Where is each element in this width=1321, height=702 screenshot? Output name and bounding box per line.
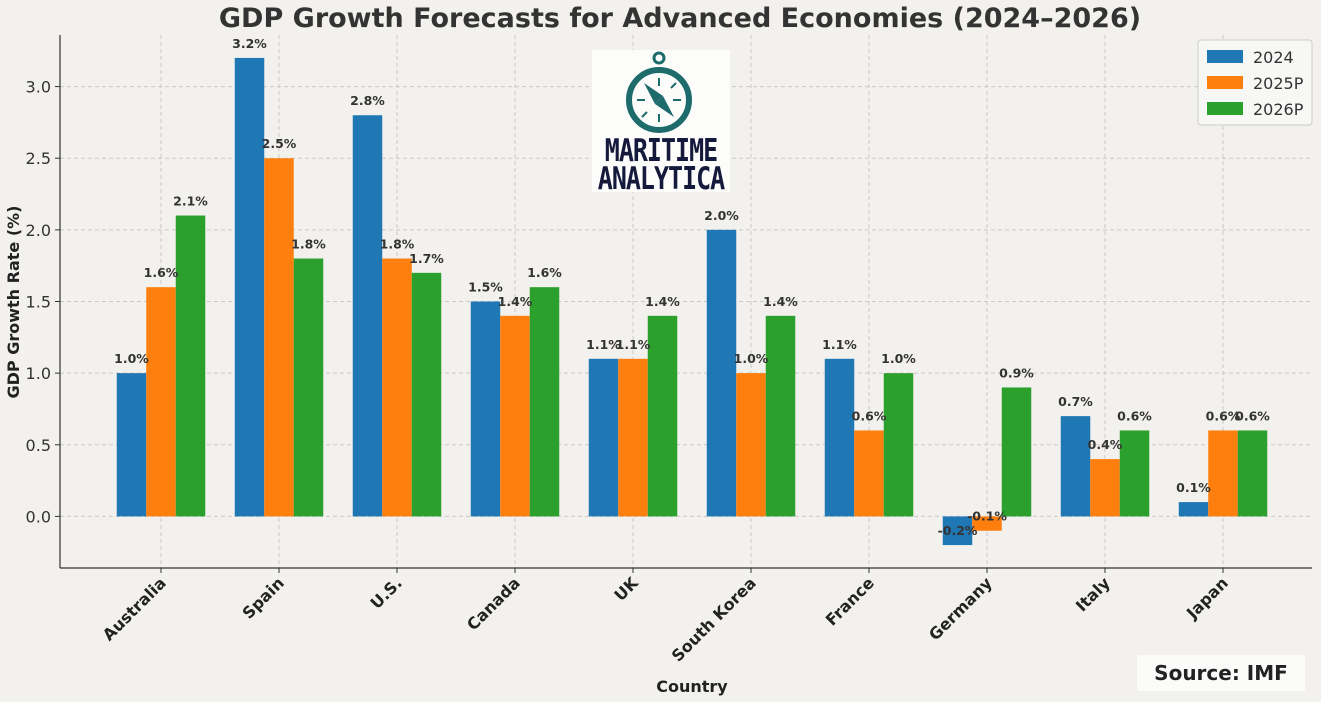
data-label: 1.8%: [380, 237, 415, 252]
legend: 2024 2025P 2026P: [1197, 39, 1313, 126]
data-label: 1.6%: [144, 265, 179, 280]
data-label: 1.1%: [822, 337, 857, 352]
data-label: 0.9%: [999, 365, 1034, 380]
data-label: 1.4%: [763, 294, 798, 309]
x-tick-label: Japan: [1182, 573, 1232, 623]
bar-2026P-Japan: [1237, 430, 1268, 517]
legend-swatch: [1207, 102, 1243, 115]
bar-2025P-Italy: [1090, 459, 1120, 517]
data-label: 2.5%: [262, 136, 297, 151]
bar-2024-Spain: [234, 57, 265, 517]
y-tick-label: 0.0: [26, 507, 51, 526]
data-label: 0.4%: [1088, 437, 1123, 452]
bar-2025P-U.S.: [382, 258, 412, 517]
data-label: 1.1%: [616, 337, 651, 352]
data-labels: 1.0%1.6%2.1%3.2%2.5%1.8%2.8%1.8%1.7%1.5%…: [114, 36, 1270, 538]
logo-line2: ANALYTICA: [597, 160, 725, 197]
y-axis-label: GDP Growth Rate (%): [4, 206, 23, 399]
bars: [116, 57, 1268, 546]
bar-2024-UK: [588, 358, 619, 517]
legend-swatch: [1207, 76, 1243, 89]
x-tick-label: Australia: [99, 573, 170, 644]
bar-2024-Japan: [1178, 502, 1209, 517]
bar-2025P-Australia: [146, 287, 176, 517]
chart-title: GDP Growth Forecasts for Advanced Econom…: [219, 3, 1141, 34]
data-label: 0.6%: [852, 408, 887, 423]
data-label: 2.0%: [704, 208, 739, 223]
bar-2025P-Japan: [1208, 430, 1238, 517]
y-tick-label: 1.5: [26, 293, 51, 312]
bar-2025P-Spain: [264, 158, 294, 517]
data-label: 0.6%: [1206, 408, 1241, 423]
data-label: 1.8%: [291, 237, 326, 252]
x-tick-label: Spain: [239, 573, 288, 622]
maritime-analytica-logo: MARITIME ANALYTICA: [592, 50, 730, 197]
data-label: 1.0%: [114, 351, 149, 366]
compass-icon: [626, 51, 692, 133]
bar-2025P-Canada: [500, 315, 530, 517]
logo-line1: MARITIME: [604, 132, 718, 169]
bar-2026P-Germany: [1001, 387, 1032, 517]
legend-swatch: [1207, 50, 1243, 63]
data-label: 1.7%: [409, 251, 444, 266]
x-tick-label: Germany: [925, 573, 996, 644]
bar-2025P-South Korea: [736, 373, 766, 517]
data-label: 1.4%: [498, 294, 533, 309]
data-label: 0.1%: [1176, 480, 1211, 495]
data-label: -0.1%: [967, 509, 1007, 524]
bar-2024-South Korea: [706, 229, 737, 517]
legend-label: 2026P: [1253, 100, 1304, 119]
data-label: 1.0%: [881, 351, 916, 366]
x-tick-label: France: [822, 573, 878, 629]
bar-2025P-France: [854, 430, 884, 517]
data-label: 0.7%: [1058, 394, 1093, 409]
x-tick-label: Canada: [463, 573, 524, 634]
bar-2025P-Germany: [972, 516, 1002, 531]
data-label: 1.1%: [586, 337, 621, 352]
bar-2024-Canada: [470, 301, 501, 517]
x-tick-label: U.S.: [366, 573, 405, 612]
data-label: 3.2%: [232, 36, 267, 51]
y-tick-label: 2.0: [26, 221, 51, 240]
bar-2026P-South Korea: [765, 315, 796, 517]
data-label: 2.8%: [350, 93, 385, 108]
bar-2026P-France: [883, 373, 914, 517]
data-label: -0.2%: [938, 523, 978, 538]
x-axis-label: Country: [656, 677, 728, 696]
bar-2026P-U.S.: [411, 272, 442, 517]
bar-2026P-Spain: [293, 258, 324, 517]
bar-2024-Italy: [1060, 416, 1091, 517]
data-label: 1.6%: [527, 265, 562, 280]
x-tick-label: South Korea: [668, 573, 760, 665]
x-tick-label: UK: [610, 573, 642, 605]
bar-2024-Australia: [116, 373, 147, 517]
x-tick-label: Italy: [1072, 573, 1114, 615]
bar-2025P-UK: [618, 358, 648, 517]
data-label: 1.5%: [468, 280, 503, 295]
bar-2026P-Canada: [529, 287, 560, 517]
data-label: 1.0%: [734, 351, 769, 366]
data-label: 2.1%: [173, 194, 208, 209]
data-label: 1.4%: [645, 294, 680, 309]
source-note: Source: IMF: [1137, 655, 1305, 691]
y-tick-label: 2.5: [26, 149, 51, 168]
legend-label: 2024: [1253, 48, 1294, 67]
bar-2024-France: [824, 358, 855, 517]
bar-2024-U.S.: [352, 115, 383, 517]
y-tick-label: 1.0: [26, 364, 51, 383]
data-label: 0.6%: [1117, 408, 1152, 423]
bar-2024-Germany: [942, 516, 973, 546]
data-label: 0.6%: [1235, 408, 1270, 423]
y-tick-label: 0.5: [26, 436, 51, 455]
y-tick-label: 3.0: [26, 78, 51, 97]
bar-2026P-UK: [647, 315, 678, 517]
bar-2026P-Australia: [175, 215, 206, 517]
bar-2026P-Italy: [1119, 430, 1150, 517]
legend-label: 2025P: [1253, 74, 1304, 93]
